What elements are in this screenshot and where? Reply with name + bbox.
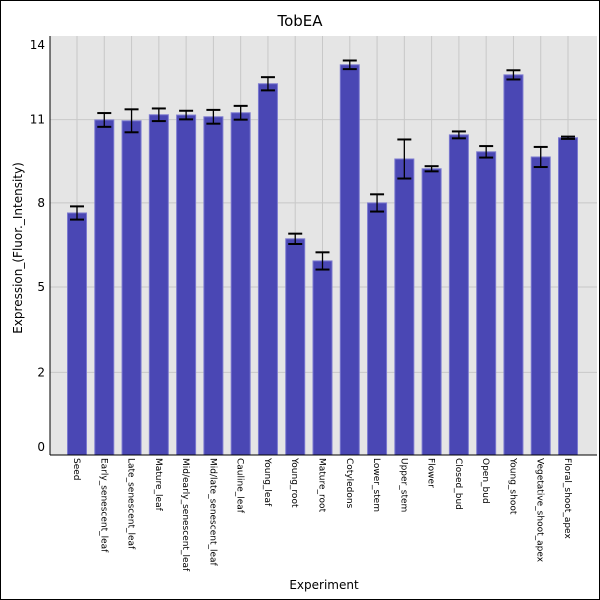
error-bar xyxy=(206,108,221,125)
y-tick-label: 11 xyxy=(30,113,45,127)
bar xyxy=(230,112,251,456)
bar xyxy=(503,74,524,456)
error-bar xyxy=(451,130,466,140)
x-tick-label: Cotyledons xyxy=(344,458,354,509)
x-tick-label: Seed xyxy=(71,458,81,481)
x-tick-label: Mid/early_senescent_leaf xyxy=(180,458,190,572)
y-tick-label: 14 xyxy=(30,38,45,52)
bar xyxy=(121,120,142,456)
error-bar xyxy=(479,145,494,159)
x-tick-label: Flower xyxy=(426,458,436,488)
x-axis-label: Experiment xyxy=(289,578,359,592)
x-tick-label: Mature_root xyxy=(317,458,327,513)
bar xyxy=(312,260,333,456)
bar xyxy=(339,64,360,456)
bars xyxy=(67,59,578,456)
bar xyxy=(530,156,551,456)
x-tick-label: Floral_shoot_apex xyxy=(562,458,572,539)
bar xyxy=(394,158,415,456)
error-bar xyxy=(260,76,275,92)
bar xyxy=(67,212,87,456)
x-tick-label: Upper_stem xyxy=(398,458,408,512)
bar xyxy=(257,83,278,456)
error-bar xyxy=(233,104,248,121)
error-bar xyxy=(533,145,548,169)
x-tick-label: Open_bud xyxy=(480,458,490,504)
error-bar xyxy=(506,69,521,81)
error-bar xyxy=(315,251,330,271)
y-tick-label: 2 xyxy=(37,365,45,379)
bar xyxy=(448,134,469,456)
bar xyxy=(176,114,197,456)
bar xyxy=(367,202,388,456)
error-bar xyxy=(151,107,166,123)
y-tick-label: 8 xyxy=(37,196,45,210)
chart-title: TobEA xyxy=(276,12,323,30)
x-tick-label: Closed_bud xyxy=(453,458,463,510)
error-bar xyxy=(70,205,84,221)
x-tick-label: Cauline_leaf xyxy=(235,458,245,514)
y-axis-label: Expression_(Fluor._Intensity) xyxy=(11,162,25,334)
bar xyxy=(285,238,306,456)
bar xyxy=(421,168,442,456)
error-bar xyxy=(397,138,412,180)
x-tick-label: Early_senescent_leaf xyxy=(98,458,108,553)
error-bar xyxy=(97,112,112,128)
error-bar xyxy=(342,59,357,71)
x-tick-label: Lower_stem xyxy=(371,458,381,512)
bar xyxy=(558,137,578,456)
y-tick-label: 0 xyxy=(37,440,45,454)
bar xyxy=(94,119,115,456)
bar xyxy=(476,151,497,456)
error-bar xyxy=(370,193,385,213)
error-bar xyxy=(288,232,303,245)
y-axis-ticks: 0 2 5 8 11 14 xyxy=(30,38,45,454)
error-bar xyxy=(124,108,139,134)
x-tick-label: Late_senescent_leaf xyxy=(126,458,136,550)
x-tick-label: Mature_leaf xyxy=(153,458,163,512)
error-bar xyxy=(561,135,575,140)
x-tick-label: Vegetative_shoot_apex xyxy=(535,458,545,563)
x-tick-label: Young_leaf xyxy=(262,457,272,507)
error-bar xyxy=(424,165,439,173)
y-tick-label: 5 xyxy=(37,280,45,294)
x-tick-label: Young_root xyxy=(289,457,299,508)
x-tick-label: Young_shoot xyxy=(507,457,517,515)
bar xyxy=(203,116,224,456)
x-tick-label: Mid/late_senescent_leaf xyxy=(207,458,217,567)
error-bar xyxy=(179,109,194,121)
x-axis-ticks: Seed Early_senescent_leaf Late_senescent_l… xyxy=(71,457,572,572)
bar xyxy=(148,114,169,456)
